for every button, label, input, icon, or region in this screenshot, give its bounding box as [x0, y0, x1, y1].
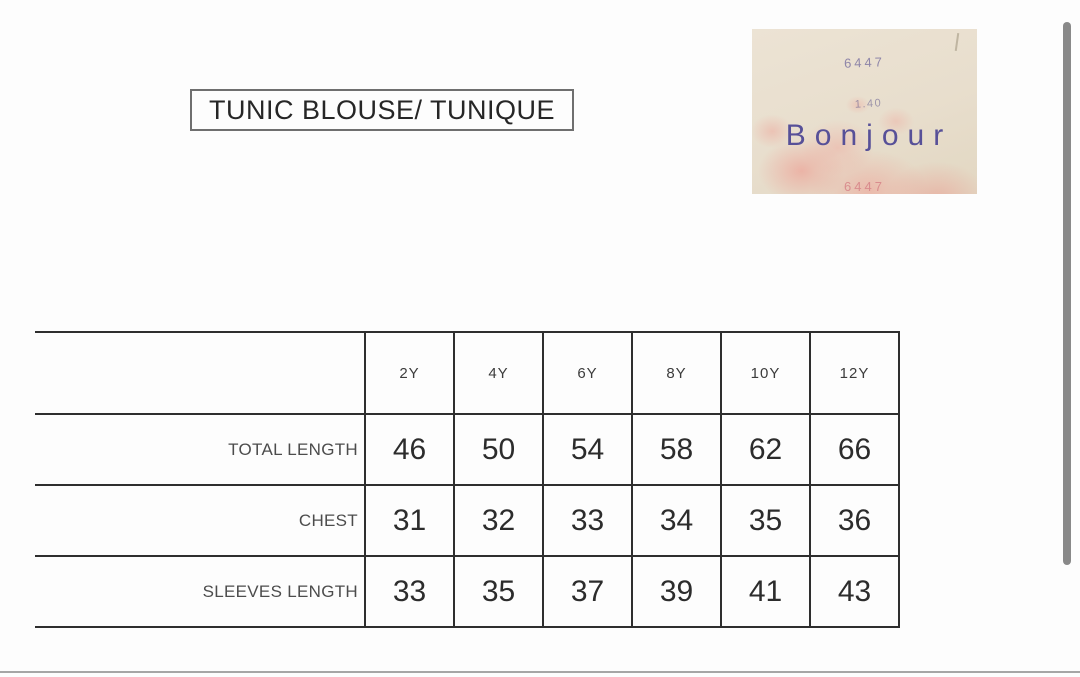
size-column-header: 2Y — [364, 331, 455, 415]
table-row-chest: CHEST 31 32 33 34 35 36 — [35, 484, 900, 557]
measurement-cell: 62 — [720, 413, 811, 486]
size-column-header: 10Y — [720, 331, 811, 415]
product-title: TUNIC BLOUSE/ TUNIQUE — [208, 94, 556, 125]
vertical-scrollbar-thumb[interactable] — [1063, 22, 1071, 565]
measurement-cell: 58 — [631, 413, 722, 486]
measurement-cell: 33 — [542, 484, 633, 557]
brand-name: Bonjour — [785, 119, 953, 152]
size-header-row: 2Y 4Y 6Y 8Y 10Y 12Y — [35, 331, 900, 415]
table-row-sleeves-length: SLEEVES LENGTH 33 35 37 39 41 43 — [35, 555, 900, 628]
measurement-cell: 36 — [809, 484, 900, 557]
measurement-cell: 43 — [809, 555, 900, 628]
measurement-cell: 41 — [720, 555, 811, 628]
floral-pattern — [752, 29, 977, 194]
measurement-cell: 32 — [453, 484, 544, 557]
measurement-cell: 35 — [720, 484, 811, 557]
size-column-header: 6Y — [542, 331, 633, 415]
row-label: SLEEVES LENGTH — [35, 555, 366, 628]
size-column-header: 4Y — [453, 331, 544, 415]
row-label: TOTAL LENGTH — [35, 413, 366, 486]
measurement-cell: 31 — [364, 484, 455, 557]
measurement-cell: 33 — [364, 555, 455, 628]
style-code-bottom: 6447 — [844, 179, 885, 194]
page-bottom-divider — [0, 671, 1080, 673]
measurement-cell: 39 — [631, 555, 722, 628]
measurement-cell: 66 — [809, 413, 900, 486]
measurement-cell: 54 — [542, 413, 633, 486]
size-chart-table: 2Y 4Y 6Y 8Y 10Y 12Y TOTAL LENGTH 46 50 5… — [35, 331, 900, 628]
table-row-total-length: TOTAL LENGTH 46 50 54 58 62 66 — [35, 413, 900, 486]
product-title-box: TUNIC BLOUSE/ TUNIQUE — [190, 89, 574, 131]
row-label: CHEST — [35, 484, 366, 557]
measurement-cell: 35 — [453, 555, 544, 628]
corner-cell — [35, 331, 366, 415]
measurement-cell: 50 — [453, 413, 544, 486]
brand-label-photo: 6447 1.40 Bonjour 6447 — [752, 29, 977, 194]
size-column-header: 12Y — [809, 331, 900, 415]
measurement-cell: 37 — [542, 555, 633, 628]
measurement-cell: 34 — [631, 484, 722, 557]
size-column-header: 8Y — [631, 331, 722, 415]
measurement-cell: 46 — [364, 413, 455, 486]
